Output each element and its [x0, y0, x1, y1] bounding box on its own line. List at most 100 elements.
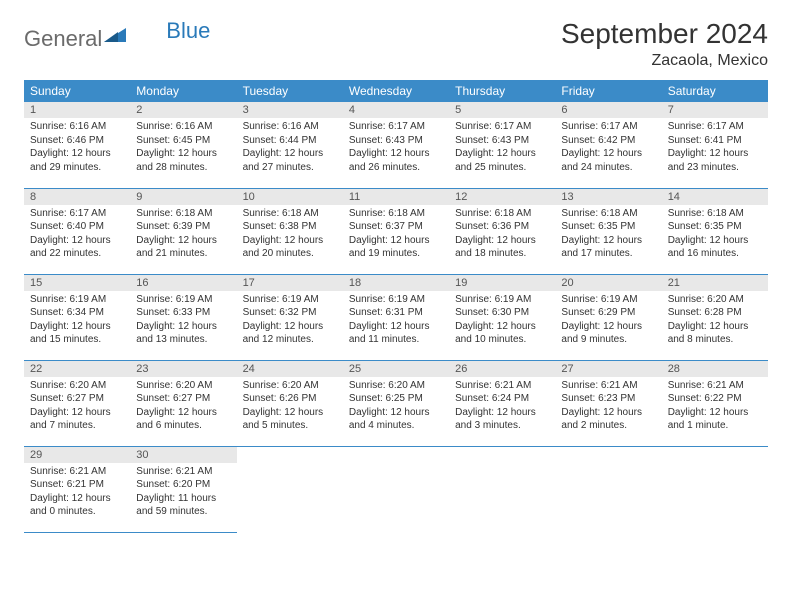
- calendar-cell: 18Sunrise: 6:19 AMSunset: 6:31 PMDayligh…: [343, 274, 449, 360]
- sunrise-line: Sunrise: 6:21 AM: [30, 465, 124, 479]
- col-monday: Monday: [130, 80, 236, 102]
- day-number: 18: [343, 275, 449, 291]
- calendar-row: 8Sunrise: 6:17 AMSunset: 6:40 PMDaylight…: [24, 188, 768, 274]
- sunrise-line: Sunrise: 6:18 AM: [243, 207, 337, 221]
- sunrise-line: Sunrise: 6:21 AM: [561, 379, 655, 393]
- sunset-line: Sunset: 6:27 PM: [136, 392, 230, 406]
- weekday-header-row: Sunday Monday Tuesday Wednesday Thursday…: [24, 80, 768, 102]
- sunset-line: Sunset: 6:37 PM: [349, 220, 443, 234]
- day-details: Sunrise: 6:18 AMSunset: 6:37 PMDaylight:…: [343, 205, 449, 265]
- calendar-row: 29Sunrise: 6:21 AMSunset: 6:21 PMDayligh…: [24, 446, 768, 532]
- day-details: Sunrise: 6:20 AMSunset: 6:27 PMDaylight:…: [130, 377, 236, 437]
- sunrise-line: Sunrise: 6:17 AM: [349, 120, 443, 134]
- day-number: 24: [237, 361, 343, 377]
- calendar-cell: 14Sunrise: 6:18 AMSunset: 6:35 PMDayligh…: [662, 188, 768, 274]
- calendar-cell: 8Sunrise: 6:17 AMSunset: 6:40 PMDaylight…: [24, 188, 130, 274]
- calendar-cell: 2Sunrise: 6:16 AMSunset: 6:45 PMDaylight…: [130, 102, 236, 188]
- daylight-line: Daylight: 12 hours and 6 minutes.: [136, 406, 230, 433]
- daylight-line: Daylight: 12 hours and 29 minutes.: [30, 147, 124, 174]
- daylight-line: Daylight: 12 hours and 28 minutes.: [136, 147, 230, 174]
- sunset-line: Sunset: 6:29 PM: [561, 306, 655, 320]
- daylight-line: Daylight: 12 hours and 5 minutes.: [243, 406, 337, 433]
- sunrise-line: Sunrise: 6:19 AM: [136, 293, 230, 307]
- calendar-cell: 26Sunrise: 6:21 AMSunset: 6:24 PMDayligh…: [449, 360, 555, 446]
- sunrise-line: Sunrise: 6:18 AM: [349, 207, 443, 221]
- sunrise-line: Sunrise: 6:20 AM: [30, 379, 124, 393]
- day-details: Sunrise: 6:20 AMSunset: 6:26 PMDaylight:…: [237, 377, 343, 437]
- sunrise-line: Sunrise: 6:18 AM: [136, 207, 230, 221]
- calendar-cell: 25Sunrise: 6:20 AMSunset: 6:25 PMDayligh…: [343, 360, 449, 446]
- sunrise-line: Sunrise: 6:16 AM: [30, 120, 124, 134]
- day-number: 3: [237, 102, 343, 118]
- day-details: Sunrise: 6:19 AMSunset: 6:33 PMDaylight:…: [130, 291, 236, 351]
- calendar-cell: [449, 446, 555, 532]
- col-thursday: Thursday: [449, 80, 555, 102]
- col-saturday: Saturday: [662, 80, 768, 102]
- daylight-line: Daylight: 12 hours and 22 minutes.: [30, 234, 124, 261]
- calendar-table: Sunday Monday Tuesday Wednesday Thursday…: [24, 80, 768, 533]
- day-details: Sunrise: 6:21 AMSunset: 6:24 PMDaylight:…: [449, 377, 555, 437]
- calendar-cell: 21Sunrise: 6:20 AMSunset: 6:28 PMDayligh…: [662, 274, 768, 360]
- calendar-cell: 12Sunrise: 6:18 AMSunset: 6:36 PMDayligh…: [449, 188, 555, 274]
- day-details: Sunrise: 6:18 AMSunset: 6:39 PMDaylight:…: [130, 205, 236, 265]
- day-details: Sunrise: 6:17 AMSunset: 6:41 PMDaylight:…: [662, 118, 768, 178]
- calendar-cell: [343, 446, 449, 532]
- day-number: 15: [24, 275, 130, 291]
- calendar-cell: 4Sunrise: 6:17 AMSunset: 6:43 PMDaylight…: [343, 102, 449, 188]
- day-number: 21: [662, 275, 768, 291]
- sunset-line: Sunset: 6:28 PM: [668, 306, 762, 320]
- col-sunday: Sunday: [24, 80, 130, 102]
- daylight-line: Daylight: 12 hours and 18 minutes.: [455, 234, 549, 261]
- location-subtitle: Zacaola, Mexico: [561, 52, 768, 70]
- daylight-line: Daylight: 11 hours and 59 minutes.: [136, 492, 230, 519]
- calendar-cell: 22Sunrise: 6:20 AMSunset: 6:27 PMDayligh…: [24, 360, 130, 446]
- sunrise-line: Sunrise: 6:20 AM: [243, 379, 337, 393]
- calendar-cell: 28Sunrise: 6:21 AMSunset: 6:22 PMDayligh…: [662, 360, 768, 446]
- sunset-line: Sunset: 6:20 PM: [136, 478, 230, 492]
- daylight-line: Daylight: 12 hours and 0 minutes.: [30, 492, 124, 519]
- day-details: Sunrise: 6:16 AMSunset: 6:45 PMDaylight:…: [130, 118, 236, 178]
- sunset-line: Sunset: 6:32 PM: [243, 306, 337, 320]
- sunrise-line: Sunrise: 6:17 AM: [30, 207, 124, 221]
- day-details: Sunrise: 6:16 AMSunset: 6:46 PMDaylight:…: [24, 118, 130, 178]
- day-details: Sunrise: 6:19 AMSunset: 6:31 PMDaylight:…: [343, 291, 449, 351]
- sunrise-line: Sunrise: 6:21 AM: [136, 465, 230, 479]
- day-details: Sunrise: 6:21 AMSunset: 6:22 PMDaylight:…: [662, 377, 768, 437]
- calendar-cell: [555, 446, 661, 532]
- daylight-line: Daylight: 12 hours and 9 minutes.: [561, 320, 655, 347]
- sunset-line: Sunset: 6:38 PM: [243, 220, 337, 234]
- sunrise-line: Sunrise: 6:21 AM: [455, 379, 549, 393]
- daylight-line: Daylight: 12 hours and 16 minutes.: [668, 234, 762, 261]
- calendar-cell: 24Sunrise: 6:20 AMSunset: 6:26 PMDayligh…: [237, 360, 343, 446]
- calendar-cell: 6Sunrise: 6:17 AMSunset: 6:42 PMDaylight…: [555, 102, 661, 188]
- day-number: 17: [237, 275, 343, 291]
- calendar-cell: 15Sunrise: 6:19 AMSunset: 6:34 PMDayligh…: [24, 274, 130, 360]
- day-number: 6: [555, 102, 661, 118]
- day-details: Sunrise: 6:21 AMSunset: 6:21 PMDaylight:…: [24, 463, 130, 523]
- daylight-line: Daylight: 12 hours and 27 minutes.: [243, 147, 337, 174]
- daylight-line: Daylight: 12 hours and 24 minutes.: [561, 147, 655, 174]
- daylight-line: Daylight: 12 hours and 4 minutes.: [349, 406, 443, 433]
- day-number: 11: [343, 189, 449, 205]
- day-number: 7: [662, 102, 768, 118]
- sunrise-line: Sunrise: 6:20 AM: [668, 293, 762, 307]
- day-number: 10: [237, 189, 343, 205]
- sunset-line: Sunset: 6:44 PM: [243, 134, 337, 148]
- sunset-line: Sunset: 6:43 PM: [349, 134, 443, 148]
- day-details: Sunrise: 6:16 AMSunset: 6:44 PMDaylight:…: [237, 118, 343, 178]
- sunrise-line: Sunrise: 6:20 AM: [349, 379, 443, 393]
- sunset-line: Sunset: 6:43 PM: [455, 134, 549, 148]
- day-number: 25: [343, 361, 449, 377]
- sunrise-line: Sunrise: 6:17 AM: [561, 120, 655, 134]
- sunset-line: Sunset: 6:21 PM: [30, 478, 124, 492]
- calendar-cell: 9Sunrise: 6:18 AMSunset: 6:39 PMDaylight…: [130, 188, 236, 274]
- calendar-cell: 23Sunrise: 6:20 AMSunset: 6:27 PMDayligh…: [130, 360, 236, 446]
- day-details: Sunrise: 6:19 AMSunset: 6:30 PMDaylight:…: [449, 291, 555, 351]
- daylight-line: Daylight: 12 hours and 3 minutes.: [455, 406, 549, 433]
- day-number: 22: [24, 361, 130, 377]
- daylight-line: Daylight: 12 hours and 12 minutes.: [243, 320, 337, 347]
- calendar-cell: 3Sunrise: 6:16 AMSunset: 6:44 PMDaylight…: [237, 102, 343, 188]
- calendar-cell: 27Sunrise: 6:21 AMSunset: 6:23 PMDayligh…: [555, 360, 661, 446]
- day-details: Sunrise: 6:18 AMSunset: 6:38 PMDaylight:…: [237, 205, 343, 265]
- header: GeneralBlue September 2024 Zacaola, Mexi…: [24, 18, 768, 70]
